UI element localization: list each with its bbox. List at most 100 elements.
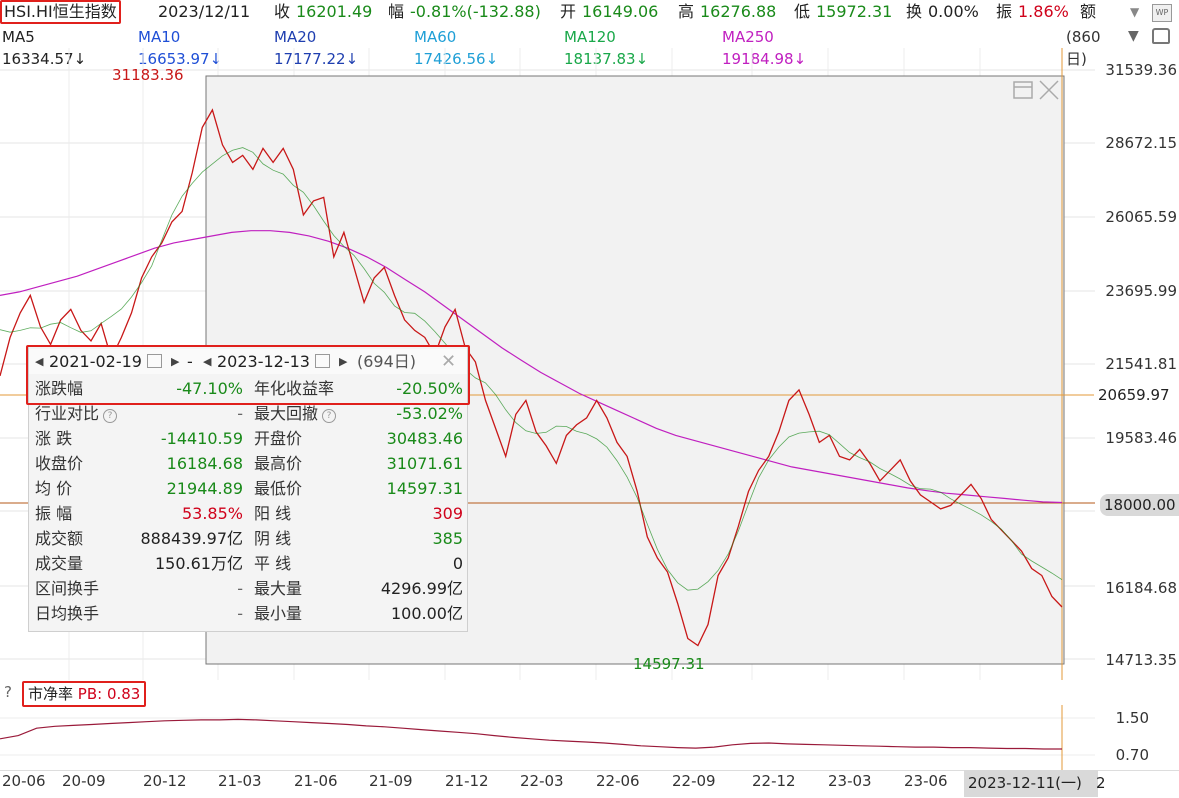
y-tick: 23695.99 (1105, 282, 1177, 300)
stat-label: 阳 线 (254, 504, 292, 523)
stat-row: 成交量 150.61万亿平 线 0 (29, 551, 467, 576)
stat-value: 0 (452, 554, 463, 573)
pb-line (0, 718, 1062, 750)
ma5-label: MA5 16334.57↓ (2, 28, 87, 68)
stat-label: 最小量 (254, 604, 303, 623)
stat-value: 14597.31 (386, 479, 463, 498)
stat-row: 成交额 888439.97亿阴 线 385 (29, 526, 467, 551)
dropdown-arrow-icon[interactable]: ▼ (1130, 5, 1140, 19)
stat-value: -47.10% (176, 379, 243, 398)
stat-row: 涨 跌 -14410.59 开盘价 30483.46 (29, 426, 467, 451)
next-end-icon[interactable]: ▶ (339, 355, 348, 368)
calendar-icon[interactable] (147, 354, 162, 368)
help-icon[interactable]: ? (4, 683, 12, 701)
high-value: 16276.88 (700, 2, 777, 21)
open-value: 16149.06 (582, 2, 659, 21)
help-icon[interactable]: ? (322, 409, 337, 423)
stat-label: 最大量 (254, 579, 303, 598)
range-statistics-panel: ◀ 2021-02-19 ▶ - ◀ 2023-12-13 ▶ (694日) ✕… (28, 346, 468, 632)
x-tick: 20-06 (2, 772, 46, 790)
stat-label: 最大回撤? (254, 401, 337, 426)
end-date[interactable]: 2023-12-13 (217, 352, 310, 371)
range-days: (694日) (357, 352, 417, 371)
change-value: -0.81%(-132.88) (410, 2, 541, 21)
prev-end-icon[interactable]: ◀ (203, 355, 212, 368)
trough-annotation: 14597.31 (633, 655, 705, 673)
x-tick: 23-03 (828, 772, 872, 790)
highlight-box (26, 345, 470, 405)
date-range-row: ◀ 2021-02-19 ▶ - ◀ 2023-12-13 ▶ (694日) ✕ (29, 349, 467, 374)
prev-start-icon[interactable]: ◀ (35, 355, 44, 368)
stat-row: 收盘价 16184.68 最高价 31071.61 (29, 451, 467, 476)
ma250-label: MA250 19184.98↓ (722, 28, 807, 68)
low-label: 低 (794, 2, 811, 21)
x-tick: 22-06 (596, 772, 640, 790)
stat-label: 均 价 (35, 479, 73, 498)
stat-value: 150.61万亿 (155, 554, 243, 573)
x-tick: 21-09 (369, 772, 413, 790)
turnover-value: 0.00% (928, 2, 979, 21)
y-tick: 21541.81 (1105, 355, 1177, 373)
pb-chart[interactable] (0, 705, 1179, 771)
stat-label: 收盘价 (35, 454, 84, 473)
lower-price-marker[interactable]: 18000.00 (1100, 494, 1179, 516)
stat-label: 成交额 (35, 529, 84, 548)
stat-value: 888439.97亿 (140, 529, 243, 548)
ma20-line (0, 147, 1063, 591)
close-label: 收 (274, 2, 291, 21)
range-dash: - (187, 352, 193, 371)
help-icon[interactable]: ? (103, 409, 118, 423)
stat-row: 行业对比? - 最大回撤? -53.02% (29, 401, 467, 426)
stat-value: 16184.68 (166, 454, 243, 473)
x-tick: 20-09 (62, 772, 106, 790)
wp-badge-icon[interactable]: WP (1152, 4, 1172, 22)
pb-tick: 0.70 (1115, 746, 1149, 764)
period-selector[interactable]: (860日) (1066, 28, 1101, 68)
ma20-label: MA20 17177.22↓ (274, 28, 359, 68)
ma250-line (0, 230, 1063, 504)
change-label: 幅 (388, 2, 405, 21)
stat-label: 振 幅 (35, 504, 73, 523)
stat-value: - (237, 404, 243, 423)
stat-label: 日均换手 (35, 604, 100, 623)
start-date[interactable]: 2021-02-19 (49, 352, 142, 371)
stat-value: 53.85% (181, 504, 243, 523)
x-tick: 21-06 (294, 772, 338, 790)
close-range-icon (1039, 80, 1059, 100)
turnover-label: 换 (906, 2, 923, 21)
peak-annotation: 31183.36 (112, 66, 184, 84)
pb-tick: 1.50 (1115, 709, 1149, 727)
stat-label: 最高价 (254, 454, 303, 473)
symbol-label[interactable]: HSI.HI恒生指数 (0, 0, 121, 24)
period-dropdown-icon[interactable]: ▼ (1128, 28, 1139, 44)
stat-value: 100.00亿 (391, 604, 463, 623)
stat-label: 行业对比? (35, 401, 118, 426)
y-tick: 14713.35 (1105, 651, 1177, 669)
low-value: 15972.31 (816, 2, 893, 21)
stat-value: -14410.59 (160, 429, 243, 448)
stat-label: 平 线 (254, 554, 292, 573)
x-tick: 22-12 (752, 772, 796, 790)
amount-label: 额 (1080, 2, 1097, 21)
stat-row: 涨跌幅 -47.10% 年化收益率 -20.50% (29, 376, 467, 401)
indicator-label[interactable]: 市净率 PB: 0.83 (22, 681, 147, 707)
indicator-value: PB: 0.83 (77, 685, 141, 703)
close-value: 16201.49 (296, 2, 373, 21)
upper-price-marker[interactable]: 20659.97 (1094, 384, 1174, 406)
y-tick: 26065.59 (1105, 208, 1177, 226)
stat-row: 区间换手 - 最大量 4296.99亿 (29, 576, 467, 601)
x-tick: 23-06 (904, 772, 948, 790)
y-tick: 28672.15 (1105, 134, 1177, 152)
lock-icon[interactable] (1152, 28, 1170, 44)
stat-row: 日均换手 - 最小量 100.00亿 (29, 601, 467, 626)
stat-value: - (237, 604, 243, 623)
close-icon[interactable]: ✕ (441, 351, 457, 372)
next-start-icon[interactable]: ▶ (171, 355, 180, 368)
stat-row: 均 价 21944.89 最低价 14597.31 (29, 476, 467, 501)
stat-value: 21944.89 (166, 479, 243, 498)
x-tick: 21-03 (218, 772, 262, 790)
x-tick: 21-12 (445, 772, 489, 790)
stat-value: 385 (432, 529, 463, 548)
calendar-icon[interactable] (315, 354, 330, 368)
